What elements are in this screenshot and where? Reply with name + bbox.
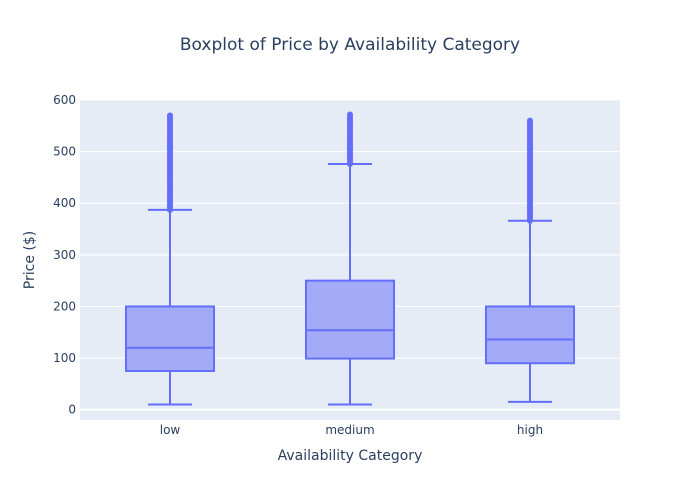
y-tick-label-300: 300	[53, 248, 76, 262]
y-tick-label-100: 100	[53, 351, 76, 365]
x-tick-label-high: high	[517, 423, 543, 437]
outlier-point	[527, 117, 533, 124]
box-iqr	[125, 305, 215, 372]
outlier-points	[167, 112, 173, 213]
chart-title: Boxplot of Price by Availability Categor…	[180, 35, 520, 55]
boxes	[125, 111, 575, 406]
tick-labels: 0 100 200 300 400 500 600 low medium high	[53, 93, 543, 437]
y-axis-title: Price ($)	[22, 231, 38, 289]
y-tick-label-500: 500	[53, 145, 76, 159]
y-tick-label-200: 200	[53, 299, 76, 313]
outlier-points	[347, 111, 353, 167]
x-tick-label-medium: medium	[325, 423, 374, 437]
box-medium	[305, 111, 395, 406]
y-tick-label-600: 600	[53, 93, 76, 107]
x-tick-label-low: low	[160, 423, 181, 437]
y-tick-label-0: 0	[68, 403, 76, 417]
y-tick-label-400: 400	[53, 196, 76, 210]
x-axis-title: Availability Category	[278, 448, 423, 464]
outlier-points	[527, 117, 533, 224]
box-high	[485, 117, 575, 403]
outlier-point	[167, 112, 173, 119]
box-iqr	[485, 305, 575, 365]
box-iqr	[305, 279, 395, 360]
box-low	[125, 112, 215, 406]
outlier-point	[347, 111, 353, 118]
